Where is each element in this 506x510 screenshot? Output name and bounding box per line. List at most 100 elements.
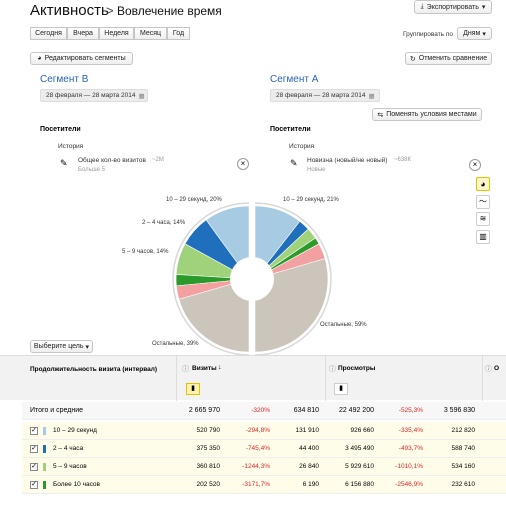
table-row[interactable]: ✓ 10 – 29 секунд 520 790 -294,8% 131 910 926 … [22,422,506,440]
sort-down-icon[interactable]: ↓ [218,364,222,371]
segment-b-title[interactable]: Сегмент В [40,74,89,85]
row-v4: 926 660 [350,427,375,434]
row-v6: 534 160 [451,463,476,470]
segment-b-condition-value: ~2М [152,157,164,163]
remove-condition-icon[interactable]: × [469,159,481,171]
cancel-compare-label: Отменить сравнение [418,55,488,62]
totals-v5: -525,3% [398,407,423,414]
pie-a-outline [254,202,332,356]
chart-type-area-button[interactable]: ≋ [476,212,490,226]
grouping-value: Дням [463,30,481,37]
segment-a-title[interactable]: Сегмент А [270,74,319,85]
chart-type-pie-button[interactable]: ◕ [476,177,490,191]
extra-header[interactable]: О [494,365,500,372]
swap-conditions-button[interactable]: ⇆ Поменять условия местами [372,108,482,121]
segment-b-date-range[interactable]: 28 февраля — 28 марта 2014 ▦ [40,89,148,102]
totals-v3: 634 810 [293,407,319,414]
row-v3: 44 400 [299,445,319,452]
edit-segments-label: Редактировать сегменты [44,55,126,62]
row-checkbox[interactable]: ✓ [30,481,38,489]
table-row[interactable]: ✓ Более 10 часов 202 520 -3171,7% 6 190 6 156… [22,476,506,494]
row-checkbox[interactable]: ✓ [30,427,38,435]
row-v1: 375 350 [196,445,221,452]
cancel-compare-button[interactable]: ↻ Отменить сравнение [405,52,492,65]
period-month-button[interactable]: Месяц [134,27,167,40]
period-week-button[interactable]: Неделя [99,27,134,40]
table-row[interactable]: ✓ 2 – 4 часа 375 350 -745,4% 44 400 3 495 490… [22,440,506,458]
info-icon[interactable]: ⓘ [182,366,189,373]
row-v2: -1244,3% [242,463,270,470]
page-title: Активность [30,2,109,19]
refresh-icon: ↻ [409,55,416,63]
row-v2: -745,4% [245,445,270,452]
row-v3: 131 910 [295,427,320,434]
row-label: Более 10 часов [53,481,100,488]
row-color-swatch [43,481,46,489]
segment-b-dates: 28 февраля — 28 марта 2014 [46,92,136,99]
chevron-down-icon: ▾ [482,30,486,38]
bar-chart-icon[interactable]: ▮ [334,383,348,395]
row-v5: -493,7% [398,445,423,452]
row-label: 5 – 9 часов [53,463,87,470]
pie-icon: ◕ [37,55,42,62]
info-icon[interactable]: ⓘ [329,366,336,373]
row-checkbox[interactable]: ✓ [30,445,38,453]
totals-v6: 3 596 830 [443,407,475,414]
totals-row: Итого и средние 2 665 970 -320% 634 810 … [22,402,506,420]
info-icon[interactable]: ⓘ [485,366,492,373]
segment-a-condition: Новизна (новый/не новый) [307,157,388,164]
row-v6: 588 740 [451,445,476,452]
pie-b-label-5: Остальные, 39% [152,341,199,347]
row-v4: 5 929 610 [345,463,374,470]
grouping-label: Группировать по [403,31,454,38]
row-label: 10 – 29 секунд [53,427,97,434]
row-label: 2 – 4 часа [53,445,84,452]
segment-a-condition-sub: Новые [307,167,326,173]
table-row[interactable]: ✓ 5 – 9 часов 360 810 -1244,3% 26 840 5 929 6… [22,458,506,476]
pie-b-slice-5[interactable] [178,278,250,353]
goal-select-label: Выберите цель [33,343,84,350]
row-v2: -294,8% [245,427,270,434]
pie-b-label-1: 2 – 4 часа, 14% [142,220,186,226]
page-subtitle: Вовлечение время [117,4,222,18]
chevron-down-icon: ▾ [481,4,486,11]
segment-a-visitors-label: Посетители [270,126,311,133]
row-checkbox[interactable]: ✓ [30,463,38,471]
row-v6: 212 820 [451,427,476,434]
views-header[interactable]: Просмотры [338,365,376,372]
pie-hole [230,257,274,301]
row-v3: 26 840 [299,463,319,470]
remove-condition-icon[interactable]: × [237,158,249,170]
row-v5: -2546,9% [395,481,423,488]
pie-a-label-5: Остальные, 59% [320,322,367,328]
chart-type-bar-button[interactable]: ▥ [476,230,490,244]
grouping-select[interactable]: Дням ▾ [457,27,492,40]
pencil-icon[interactable]: ✎ [60,158,68,168]
goal-select-button[interactable]: Выберите цель ▾ [30,340,93,353]
chevron-down-icon: ▾ [85,343,90,351]
swap-icon: ⇆ [377,111,384,119]
row-v4: 3 495 490 [345,445,374,452]
export-button[interactable]: ⤓ Экспортировать ▾ [414,0,492,14]
segment-a-history-label: История [289,143,315,150]
period-year-button[interactable]: Год [167,27,190,40]
pencil-icon[interactable]: ✎ [290,158,298,168]
dimension-header[interactable]: Продолжительность визита (интервал) [30,366,158,373]
row-v5: -335,4% [398,427,423,434]
pie-a-label-0: 10 – 29 секунд, 21% [283,197,339,203]
edit-segments-button[interactable]: ◕ Редактировать сегменты [30,52,133,65]
segment-b-condition: Общее кол-во визитов [78,157,146,164]
period-yesterday-button[interactable]: Вчера [67,27,99,40]
visits-header[interactable]: Визиты [192,365,217,372]
segment-a-date-range[interactable]: 28 февраля — 28 марта 2014 ▦ [270,89,380,102]
totals-label: Итого и средние [30,407,84,414]
bar-chart-icon[interactable]: ▮ [186,383,200,395]
chart-type-line-button[interactable]: 〜 [476,195,490,209]
period-today-button[interactable]: Сегодня [30,27,67,40]
calendar-icon: ▦ [138,92,145,100]
row-color-swatch [43,427,46,435]
row-v1: 360 810 [196,463,221,470]
segment-a-dates: 28 февраля — 28 марта 2014 [276,92,366,99]
segment-b-history-label: История [58,143,84,150]
